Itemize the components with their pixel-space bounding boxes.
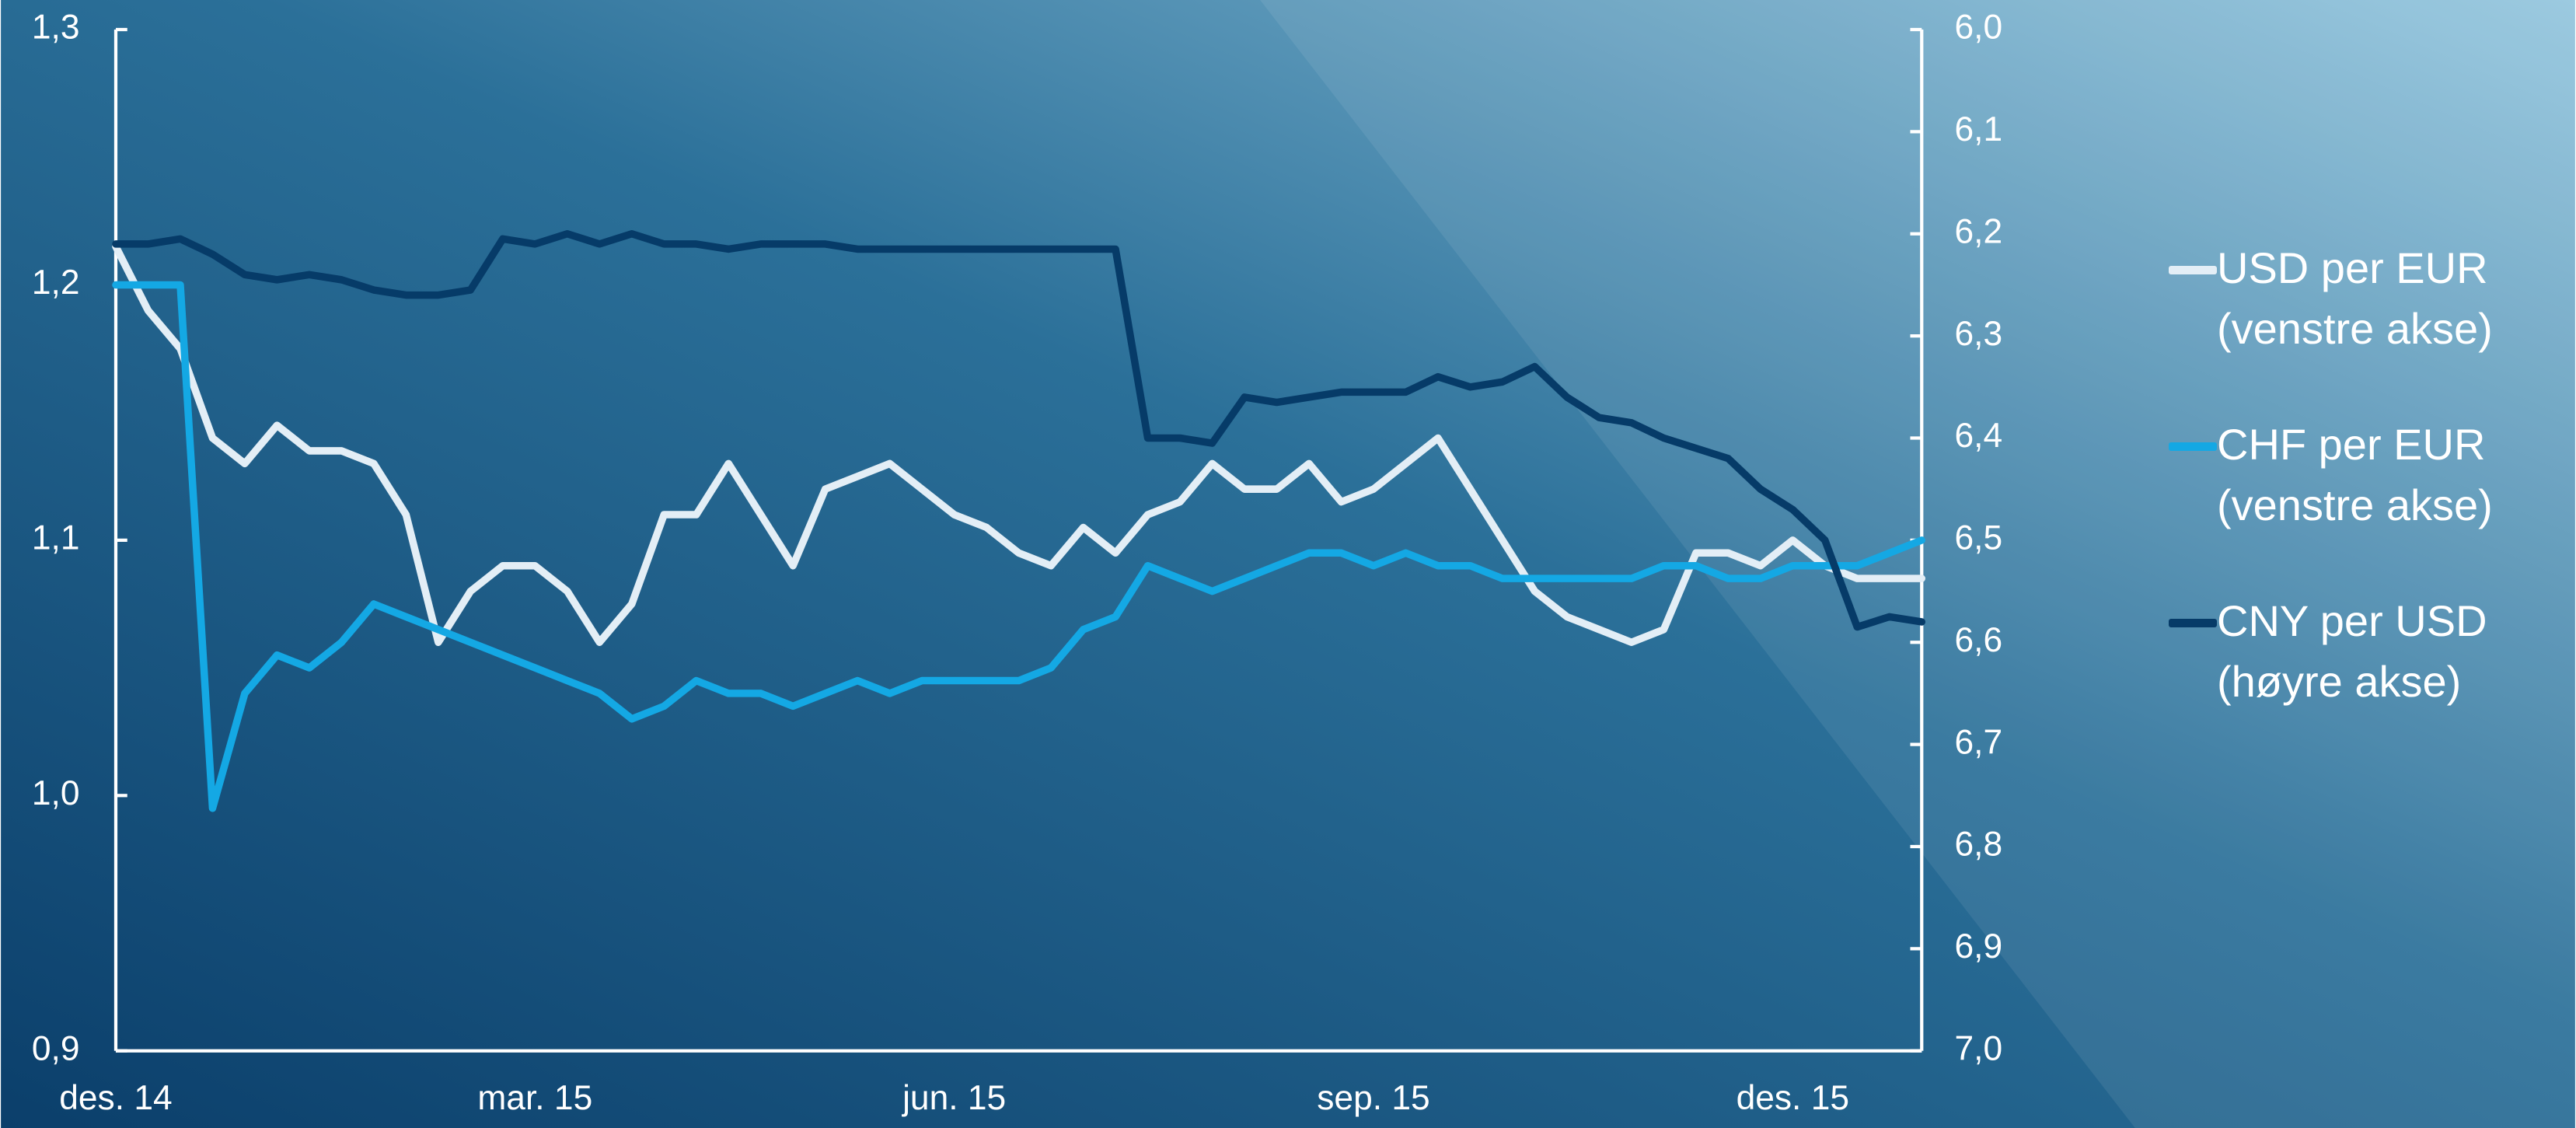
- y2-tick-label: 7,0: [1955, 1029, 2003, 1067]
- y-tick-label: 0,9: [32, 1029, 80, 1067]
- legend-label: CHF per EUR (venstre akse): [2217, 420, 2493, 529]
- y2-tick-label: 6,3: [1955, 315, 2003, 353]
- y2-tick-label: 6,1: [1955, 110, 2003, 148]
- y-tick-label: 1,0: [32, 774, 80, 812]
- legend-item: USD per EUR (venstre akse): [2169, 238, 2573, 359]
- y2-tick-label: 6,2: [1955, 212, 2003, 250]
- x-tick-label: sep. 15: [1317, 1079, 1429, 1117]
- legend-item: CNY per USD (høyre akse): [2169, 591, 2573, 712]
- series-line: [112, 230, 1926, 631]
- legend-item: CHF per EUR (venstre akse): [2169, 414, 2573, 536]
- y-tick-label: 1,2: [32, 264, 80, 302]
- y2-tick-label: 6,7: [1955, 723, 2003, 761]
- x-tick-label: mar. 15: [477, 1079, 592, 1117]
- y-tick-label: 1,1: [32, 519, 80, 557]
- legend-swatch: [2169, 619, 2217, 627]
- x-tick-label: des. 14: [59, 1079, 172, 1117]
- legend-swatch: [2169, 266, 2217, 274]
- legend-label: USD per EUR (venstre akse): [2217, 243, 2493, 353]
- y2-tick-label: 6,9: [1955, 927, 2003, 966]
- y2-tick-label: 6,4: [1955, 417, 2003, 455]
- x-tick-label: des. 15: [1737, 1079, 1849, 1117]
- y2-tick-label: 6,0: [1955, 9, 2003, 47]
- y2-tick-label: 6,6: [1955, 621, 2003, 659]
- background-shade: [1260, 0, 2575, 1128]
- y2-tick-label: 6,8: [1955, 826, 2003, 864]
- y2-tick-label: 6,5: [1955, 519, 2003, 557]
- x-tick-label: jun. 15: [901, 1079, 1006, 1117]
- series-line: [112, 243, 1926, 646]
- legend-swatch: [2169, 442, 2217, 451]
- series-line: [112, 281, 1926, 812]
- legend-label: CNY per USD (høyre akse): [2217, 596, 2487, 706]
- y-tick-label: 1,3: [32, 9, 80, 47]
